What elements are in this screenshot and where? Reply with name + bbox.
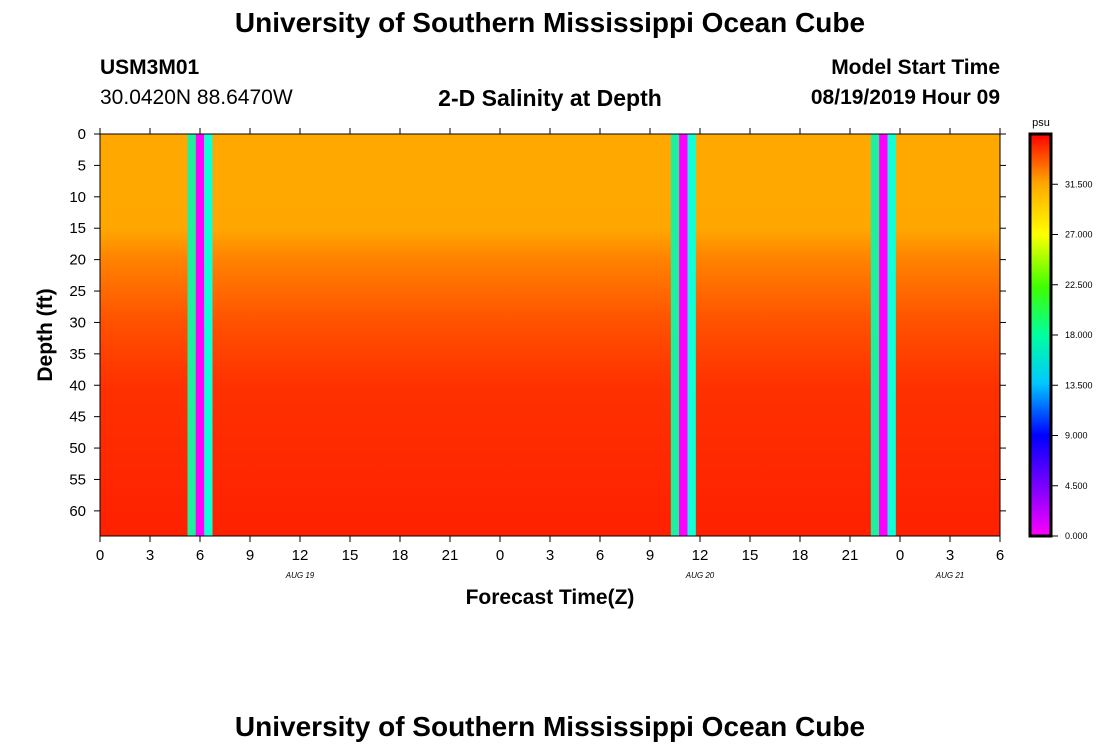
y-tick-label-12: 60: [69, 503, 86, 520]
station-location: 30.0420N 88.6470W: [100, 86, 293, 109]
date-label-1: AUG 20: [685, 571, 715, 580]
x-tick-label-4: 12: [292, 547, 309, 564]
station-id: USM3M01: [100, 56, 200, 79]
y-tick-label-0: 0: [78, 126, 86, 143]
colorbar-tick-label-4: 13.500: [1065, 380, 1093, 390]
missing-band-2-right: [887, 134, 896, 536]
y-tick-label-1: 5: [78, 157, 86, 174]
x-tick-label-8: 0: [496, 547, 504, 564]
salinity-chart: 0 3 6 9 12 15 18 21 0 3 6 9 12 15 18 21 0 3 6 0 5 10 15 20 25 30…: [34, 117, 1093, 609]
y-tick-label-7: 35: [69, 346, 86, 363]
x-tick-label-2: 6: [196, 547, 204, 564]
missing-band-2-center: [879, 134, 888, 536]
missing-band-1-right: [687, 134, 696, 536]
y-tick-label-6: 30: [69, 314, 86, 331]
x-tick-label-6: 18: [392, 547, 409, 564]
y-axis-label: Depth (ft): [34, 288, 57, 381]
colorbar-tick-label-2: 22.500: [1065, 280, 1093, 290]
x-axis-label: Forecast Time(Z): [466, 586, 635, 609]
x-tick-label-7: 21: [442, 547, 459, 564]
x-tick-label-0: 0: [96, 547, 104, 564]
x-tick-label-15: 21: [842, 547, 859, 564]
y-tick-label-9: 45: [69, 409, 86, 426]
y-tick-label-11: 55: [69, 471, 86, 488]
missing-band-0-center: [195, 134, 205, 536]
x-tick-label-14: 18: [792, 547, 809, 564]
y-tick-label-5: 25: [69, 283, 86, 300]
x-tick-label-17: 3: [946, 547, 954, 564]
y-tick-label-4: 20: [69, 252, 86, 269]
x-tick-label-5: 15: [342, 547, 359, 564]
page-title: University of Southern Mississippi Ocean…: [234, 7, 866, 38]
x-tick-label-1: 3: [146, 547, 154, 564]
missing-band-1-left: [670, 134, 680, 536]
x-tick-label-11: 9: [646, 547, 654, 564]
colorbar-tick-label-3: 18.000: [1065, 330, 1093, 340]
date-label-0: AUG 19: [285, 571, 315, 580]
colorbar-tick-label-7: 0.000: [1065, 531, 1088, 541]
x-tick-label-10: 6: [596, 547, 604, 564]
model-start-value: 08/19/2019 Hour 09: [810, 86, 1000, 109]
y-tick-label-3: 15: [69, 220, 86, 237]
colorbar-unit: psu: [1032, 117, 1050, 129]
x-tick-label-3: 9: [246, 547, 254, 564]
x-tick-label-12: 12: [692, 547, 709, 564]
missing-band-0-right: [204, 134, 213, 536]
model-start-label: Model Start Time: [831, 56, 1000, 79]
missing-band-0-left: [187, 134, 196, 536]
x-tick-label-18: 6: [996, 547, 1004, 564]
colorbar-tick-label-6: 4.500: [1065, 481, 1088, 491]
x-tick-label-13: 15: [742, 547, 759, 564]
y-tick-label-8: 40: [69, 377, 86, 394]
y-tick-label-10: 50: [69, 440, 86, 457]
plot-title: 2-D Salinity at Depth: [438, 85, 662, 111]
x-tick-label-16: 0: [896, 547, 904, 564]
y-tick-label-2: 10: [69, 189, 86, 206]
colorbar-tick-label-1: 27.000: [1065, 230, 1093, 240]
missing-band-1-center: [679, 134, 688, 536]
salinity-field: [100, 134, 1000, 536]
date-label-2: AUG 21: [935, 571, 964, 580]
colorbar-tick-label-5: 9.000: [1065, 431, 1088, 441]
colorbar: [1028, 132, 1053, 538]
footer-title: University of Southern Mississippi Ocean…: [234, 711, 866, 742]
missing-band-2-left: [870, 134, 880, 536]
colorbar-tick-label-0: 31.500: [1065, 179, 1093, 189]
x-tick-label-9: 3: [546, 547, 554, 564]
